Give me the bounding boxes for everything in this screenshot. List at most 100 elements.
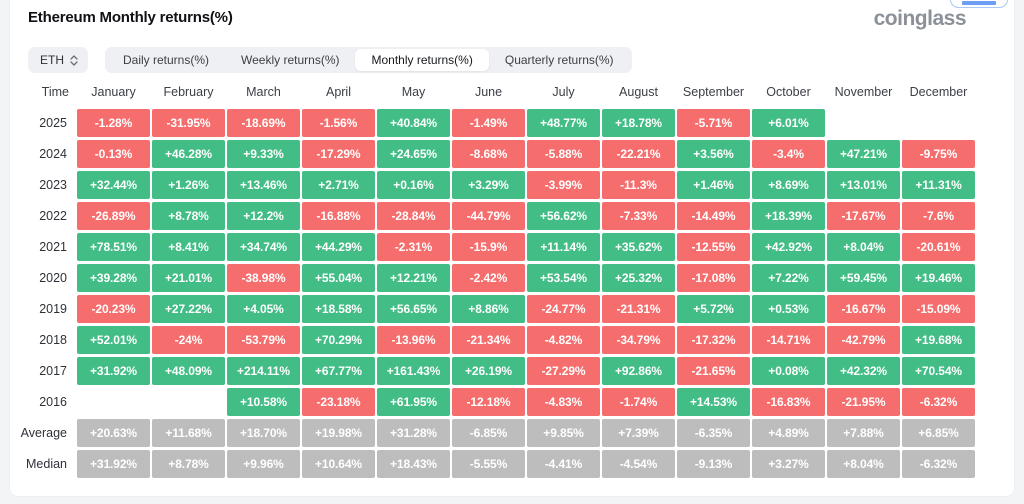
return-cell: +9.33%	[227, 140, 300, 168]
row-label-2022: 2022	[39, 209, 67, 223]
row-label-2018: 2018	[39, 333, 67, 347]
return-cell: +18.58%	[302, 295, 375, 323]
column-header-january: January	[91, 85, 136, 99]
row-label-median: Median	[26, 457, 67, 471]
return-cell: +39.28%	[77, 264, 150, 292]
return-cell: +19.68%	[902, 326, 975, 354]
return-cell: +47.21%	[827, 140, 900, 168]
return-cell: +70.54%	[902, 357, 975, 385]
tab-quarterly-returns[interactable]: Quarterly returns(%)	[504, 53, 614, 67]
return-cell: +20.63%	[77, 419, 150, 447]
return-cell: +59.45%	[827, 264, 900, 292]
return-cell: -16.83%	[752, 388, 825, 416]
return-cell: +1.26%	[152, 171, 225, 199]
return-cell: +3.29%	[452, 171, 525, 199]
return-cell: +9.96%	[227, 450, 300, 478]
return-cell: -7.6%	[902, 202, 975, 230]
return-cell: +4.05%	[227, 295, 300, 323]
return-cell: -3.99%	[527, 171, 600, 199]
return-cell: +18.39%	[752, 202, 825, 230]
cutoff-header-button[interactable]	[950, 0, 1008, 8]
return-cell: -23.18%	[302, 388, 375, 416]
return-cell: +214.11%	[227, 357, 300, 385]
row-label-2024: 2024	[39, 147, 67, 161]
return-cell: -3.4%	[752, 140, 825, 168]
page-title: Ethereum Monthly returns(%)	[28, 9, 233, 26]
return-cell: -2.42%	[452, 264, 525, 292]
column-header-may: May	[401, 85, 426, 99]
return-cell: -24%	[152, 326, 225, 354]
return-cell: +21.01%	[152, 264, 225, 292]
return-cell: +10.64%	[302, 450, 375, 478]
return-cell: +78.51%	[77, 233, 150, 261]
return-cell: -16.67%	[827, 295, 900, 323]
return-cell: -5.88%	[527, 140, 600, 168]
return-cell: +24.65%	[377, 140, 450, 168]
return-cell: +8.04%	[827, 233, 900, 261]
return-cell: +32.44%	[77, 171, 150, 199]
return-cell: -53.79%	[227, 326, 300, 354]
tab-monthly-returns[interactable]: Monthly returns(%)	[355, 49, 489, 71]
return-cell: -6.32%	[902, 388, 975, 416]
return-cell: -4.41%	[527, 450, 600, 478]
return-cell: +0.08%	[752, 357, 825, 385]
return-cell: +7.88%	[827, 419, 900, 447]
return-cell: +25.32%	[602, 264, 675, 292]
return-cell: -13.96%	[377, 326, 450, 354]
return-cell: +42.32%	[827, 357, 900, 385]
return-cell: +56.62%	[527, 202, 600, 230]
column-header-august: August	[619, 85, 658, 99]
column-header-june: June	[474, 85, 503, 99]
return-cell: -8.68%	[452, 140, 525, 168]
symbol-selector-value: ETH	[40, 53, 64, 67]
return-cell: -14.71%	[752, 326, 825, 354]
updown-chevron-icon	[70, 54, 78, 66]
column-header-april: April	[325, 85, 351, 99]
return-cell: +92.86%	[602, 357, 675, 385]
return-cell: -34.79%	[602, 326, 675, 354]
return-cell: +61.95%	[377, 388, 450, 416]
return-cell: +44.29%	[302, 233, 375, 261]
return-cell: +19.98%	[302, 419, 375, 447]
return-cell: +31.92%	[77, 450, 150, 478]
return-cell: -12.55%	[677, 233, 750, 261]
return-cell: -11.3%	[602, 171, 675, 199]
returns-table: Time January February March April May June July…	[20, 82, 975, 478]
return-cell: -4.82%	[527, 326, 600, 354]
return-cell: +10.58%	[227, 388, 300, 416]
column-header-time: Time	[41, 85, 69, 99]
return-cell: -9.13%	[677, 450, 750, 478]
return-cell: +70.29%	[302, 326, 375, 354]
row-label-average: Average	[20, 426, 67, 440]
return-cell: -31.95%	[152, 109, 225, 137]
return-cell: -14.49%	[677, 202, 750, 230]
return-cell: -21.95%	[827, 388, 900, 416]
return-cell: -15.09%	[902, 295, 975, 323]
return-cell	[827, 109, 900, 137]
return-cell: -4.54%	[602, 450, 675, 478]
symbol-selector[interactable]: ETH	[28, 47, 88, 73]
return-cell: -5.55%	[452, 450, 525, 478]
column-header-november: November	[834, 85, 893, 99]
return-cell: +2.71%	[302, 171, 375, 199]
column-header-february: February	[163, 85, 214, 99]
column-header-december: December	[909, 85, 968, 99]
tab-weekly-returns[interactable]: Weekly returns(%)	[241, 53, 340, 67]
return-cell: -42.79%	[827, 326, 900, 354]
return-cell: +0.53%	[752, 295, 825, 323]
return-cell: +55.04%	[302, 264, 375, 292]
return-cell: +3.56%	[677, 140, 750, 168]
return-cell: +35.62%	[602, 233, 675, 261]
return-cell: +18.43%	[377, 450, 450, 478]
return-cell: -21.34%	[452, 326, 525, 354]
controls-bar: ETH Daily returns(%) Weekly returns(%) Mon…	[28, 47, 632, 73]
return-cell: -20.23%	[77, 295, 150, 323]
return-cell: +6.01%	[752, 109, 825, 137]
return-cell: -21.31%	[602, 295, 675, 323]
period-tabs: Daily returns(%) Weekly returns(%) Monthly…	[105, 47, 632, 73]
return-cell: +56.65%	[377, 295, 450, 323]
return-cell: +1.46%	[677, 171, 750, 199]
return-cell: -20.61%	[902, 233, 975, 261]
column-header-october: October	[766, 85, 811, 99]
tab-daily-returns[interactable]: Daily returns(%)	[123, 53, 210, 67]
